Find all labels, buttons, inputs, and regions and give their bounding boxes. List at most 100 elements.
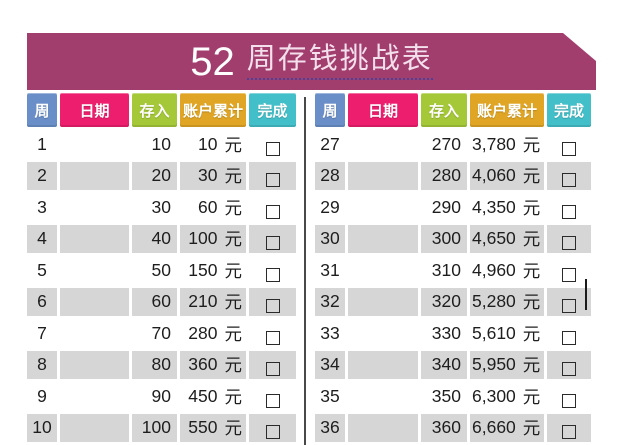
total-cell[interactable]: 100 元 [180,224,246,253]
total-cell[interactable]: 4,960 元 [470,256,544,284]
total-cell[interactable]: 10 元 [180,130,246,158]
total-cell[interactable]: 5,280 元 [470,287,544,316]
week-cell[interactable]: 1 [37,133,47,154]
done-checkbox[interactable] [265,362,280,376]
total-cell[interactable]: 4,650 元 [470,224,544,253]
total-cell[interactable]: 3,780 元 [470,130,544,158]
total-cell[interactable]: 60 元 [180,193,246,221]
deposit-cell[interactable]: 340 [421,350,467,379]
deposit-cell[interactable]: 330 [431,322,461,343]
date-cell[interactable] [348,193,418,221]
date-cell[interactable] [60,413,129,442]
week-cell[interactable]: 34 [315,350,345,379]
total-cell[interactable]: 150 元 [180,256,246,284]
done-checkbox[interactable] [562,425,576,439]
deposit-cell[interactable]: 320 [421,287,467,316]
week-cell[interactable]: 5 [37,259,47,280]
date-cell[interactable] [60,256,129,284]
date-cell[interactable] [348,319,418,347]
deposit-cell[interactable]: 20 [132,161,177,190]
done-checkbox[interactable] [265,236,280,250]
total-cell[interactable]: 450 元 [180,382,246,410]
deposit-cell[interactable]: 30 [151,196,171,217]
done-checkbox[interactable] [562,236,576,250]
deposit-cell[interactable]: 290 [431,196,461,217]
done-checkbox[interactable] [265,425,280,439]
week-cell[interactable]: 7 [37,322,47,343]
week-cell[interactable]: 29 [320,196,340,217]
week-cell[interactable]: 33 [320,322,340,343]
total-cell[interactable]: 5,610 元 [470,319,544,347]
done-checkbox[interactable] [265,141,280,156]
week-cell[interactable]: 28 [315,161,345,190]
deposit-cell[interactable]: 10 [151,133,171,154]
total-cell[interactable]: 280 元 [180,319,246,347]
done-checkbox[interactable] [265,204,280,219]
total-cell[interactable]: 6,660 元 [470,413,544,442]
deposit-cell[interactable]: 50 [151,259,171,280]
date-cell[interactable] [348,256,418,284]
deposit-cell[interactable]: 270 [431,133,461,154]
week-cell[interactable]: 30 [315,224,345,253]
date-cell[interactable] [60,350,129,379]
total-cell[interactable]: 360 元 [180,350,246,379]
week-cell[interactable]: 3 [37,196,47,217]
done-checkbox[interactable] [562,204,576,219]
date-cell[interactable] [348,224,418,253]
total-cell[interactable]: 30 元 [180,161,246,190]
date-cell[interactable] [60,382,129,410]
done-checkbox[interactable] [562,393,576,408]
done-checkbox[interactable] [265,173,280,187]
date-cell[interactable] [348,413,418,442]
date-cell[interactable] [348,350,418,379]
week-cell[interactable]: 35 [320,385,340,406]
date-cell[interactable] [60,287,129,316]
date-cell[interactable] [60,193,129,221]
date-cell[interactable] [60,161,129,190]
week-cell[interactable]: 4 [27,224,57,253]
deposit-cell[interactable]: 40 [132,224,177,253]
done-checkbox[interactable] [265,299,280,313]
deposit-cell[interactable]: 80 [132,350,177,379]
date-cell[interactable] [348,130,418,158]
week-cell[interactable]: 6 [27,287,57,316]
deposit-cell[interactable]: 300 [421,224,467,253]
done-checkbox[interactable] [562,330,576,345]
deposit-cell[interactable]: 60 [132,287,177,316]
week-cell[interactable]: 8 [27,350,57,379]
done-checkbox[interactable] [562,141,576,156]
date-cell[interactable] [60,224,129,253]
week-cell[interactable]: 27 [320,133,340,154]
done-checkbox[interactable] [265,393,280,408]
date-cell[interactable] [348,287,418,316]
done-checkbox[interactable] [562,267,576,282]
deposit-cell[interactable]: 90 [151,385,171,406]
total-cell[interactable]: 6,300 元 [470,382,544,410]
total-cell[interactable]: 550 元 [180,413,246,442]
done-checkbox[interactable] [265,330,280,345]
week-cell[interactable]: 32 [315,287,345,316]
week-cell[interactable]: 2 [27,161,57,190]
done-checkbox[interactable] [562,299,576,313]
deposit-cell[interactable]: 280 [421,161,467,190]
deposit-cell[interactable]: 350 [431,385,461,406]
week-cell[interactable]: 10 [27,413,57,442]
total-cell[interactable]: 4,350 元 [470,193,544,221]
deposit-cell[interactable]: 70 [151,322,171,343]
date-cell[interactable] [348,161,418,190]
week-cell[interactable]: 36 [315,413,345,442]
date-cell[interactable] [60,319,129,347]
date-cell[interactable] [60,130,129,158]
week-cell[interactable]: 31 [320,259,340,280]
total-cell[interactable]: 5,950 元 [470,350,544,379]
deposit-cell[interactable]: 100 [132,413,177,442]
week-cell[interactable]: 9 [37,385,47,406]
done-checkbox[interactable] [562,362,576,376]
deposit-cell[interactable]: 360 [421,413,467,442]
done-checkbox[interactable] [562,173,576,187]
total-cell[interactable]: 210 元 [180,287,246,316]
done-checkbox[interactable] [265,267,280,282]
deposit-cell[interactable]: 310 [431,259,461,280]
date-cell[interactable] [348,382,418,410]
total-cell[interactable]: 4,060 元 [470,161,544,190]
